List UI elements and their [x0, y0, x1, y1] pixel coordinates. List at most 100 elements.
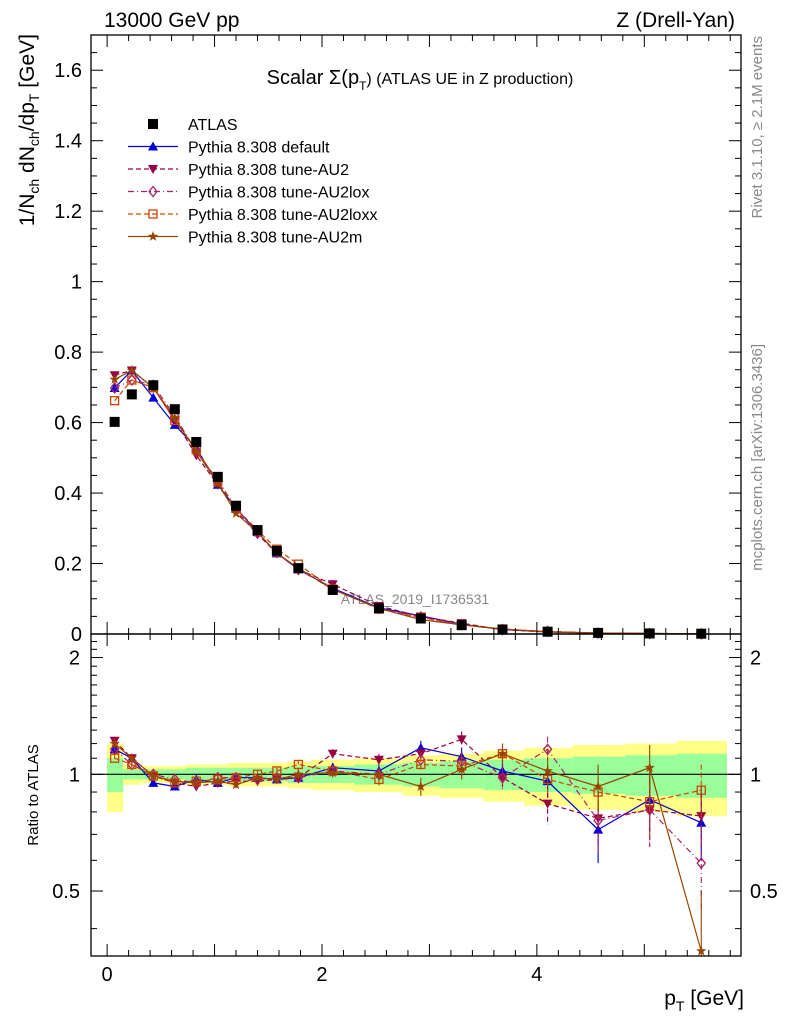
legend-label: Pythia 8.308 tune-AU2loxx	[188, 207, 377, 224]
ratio-y-tick-label: 2	[69, 648, 80, 670]
data-point	[592, 781, 604, 791]
ratio-y-axis-label: Ratio to ATLAS	[25, 744, 42, 845]
data-point	[271, 773, 283, 784]
x-tick-label: 2	[316, 964, 327, 986]
data-point	[252, 525, 263, 536]
data-point	[593, 814, 604, 824]
data-point	[169, 412, 180, 423]
data-point	[126, 373, 137, 387]
main-plot: 0 2 400.20.40.60.811.21.41.60.5 0.51 12 2	[52, 34, 778, 986]
data-point	[542, 765, 553, 776]
data-point	[497, 771, 508, 784]
data-point	[126, 364, 138, 375]
data-point	[148, 380, 159, 391]
y-tick-label: 0.8	[54, 342, 82, 364]
data-point	[696, 945, 707, 956]
data-point	[148, 392, 159, 402]
data-point	[497, 624, 508, 635]
rivet-label: Rivet 3.1.10, ≥ 2.1M events	[749, 36, 766, 219]
ratio-frame	[90, 633, 742, 957]
data-point	[415, 781, 427, 791]
axes: 0 2 400.20.40.60.811.21.41.60.5 0.51 12 2	[52, 34, 778, 986]
data-point	[271, 545, 282, 556]
data-point	[148, 209, 158, 219]
data-point	[415, 613, 426, 624]
y-tick-label: 0.4	[54, 483, 82, 505]
data-point	[373, 768, 385, 779]
x-axis-label: pT [GeV]	[664, 987, 744, 1014]
data-point	[593, 814, 603, 827]
data-point	[126, 752, 138, 763]
data-point	[542, 799, 553, 809]
data-point	[126, 389, 137, 400]
legend-label: Pythia 8.308 tune-AU2	[188, 162, 349, 179]
legend-entry: Pythia 8.308 tune-AU2m	[128, 230, 362, 247]
y-tick-label: 1	[71, 272, 82, 294]
data-point	[416, 759, 426, 770]
x-tick-label: 4	[531, 964, 542, 986]
y-tick-label: 0.6	[54, 413, 82, 435]
data-point	[212, 775, 223, 786]
data-point	[109, 381, 120, 394]
ratio-y-tick-label: 1	[69, 764, 80, 786]
stat-uncertainty-band	[624, 755, 677, 796]
data-point	[109, 738, 120, 748]
ratio-y-tick-label-right: 1	[750, 764, 761, 786]
data-point	[542, 743, 553, 756]
legend-entry: Pythia 8.308 tune-AU2	[128, 162, 349, 179]
stat-uncertainty-band	[107, 758, 124, 793]
data-point	[252, 772, 263, 783]
data-point	[191, 446, 202, 456]
header-left: 13000 GeV pp	[104, 9, 239, 32]
data-point	[373, 755, 384, 765]
data-point	[327, 749, 338, 759]
data-point	[696, 785, 706, 795]
data-point	[644, 762, 655, 773]
data-point	[148, 165, 158, 174]
data-point	[327, 584, 338, 595]
data-point	[109, 374, 120, 384]
data-point	[169, 404, 180, 415]
y-tick-label: 1.4	[54, 131, 82, 153]
data-point	[212, 477, 223, 488]
data-point	[148, 119, 158, 129]
y-tick-label: 1.2	[54, 201, 82, 223]
data-point	[293, 759, 304, 770]
legend-label: Pythia 8.308 default	[188, 140, 330, 157]
data-point	[293, 771, 304, 784]
data-point	[109, 416, 120, 427]
chart-title: Scalar Σ(pT) (ATLAS UE in Z production)	[267, 67, 574, 93]
data-point	[191, 777, 202, 788]
series-5-ratio	[109, 738, 707, 956]
x-tick-label: 0	[102, 964, 113, 986]
data-point	[191, 776, 201, 786]
y-tick-label: 1.6	[54, 60, 82, 82]
data-point	[126, 758, 137, 771]
y-tick-label: 0	[71, 624, 82, 646]
data-point	[230, 779, 242, 790]
data-point	[147, 231, 159, 241]
legend-entry: Pythia 8.308 default	[128, 140, 330, 157]
data-point	[230, 507, 242, 518]
data-point	[109, 753, 120, 763]
legend-label: Pythia 8.308 tune-AU2lox	[188, 185, 369, 202]
data-point	[293, 563, 304, 574]
data-point	[456, 620, 467, 631]
y-axis-label: 1/Nch dNch/dpT [GeV]	[16, 34, 42, 226]
data-point	[109, 396, 120, 406]
data-point	[148, 185, 158, 198]
data-point	[148, 770, 159, 781]
data-point	[456, 735, 467, 745]
data-point	[456, 763, 467, 774]
data-point	[542, 626, 553, 637]
data-point	[148, 777, 159, 787]
ratio-plot	[90, 633, 742, 957]
legend-entry: Pythia 8.308 tune-AU2lox	[128, 185, 369, 202]
data-point	[497, 748, 508, 759]
data-point	[293, 768, 304, 779]
legend-entry: Pythia 8.308 tune-AU2loxx	[128, 207, 377, 224]
data-point	[696, 857, 707, 870]
header-right: Z (Drell-Yan)	[616, 9, 735, 32]
legend-entry: ATLAS	[148, 117, 238, 134]
